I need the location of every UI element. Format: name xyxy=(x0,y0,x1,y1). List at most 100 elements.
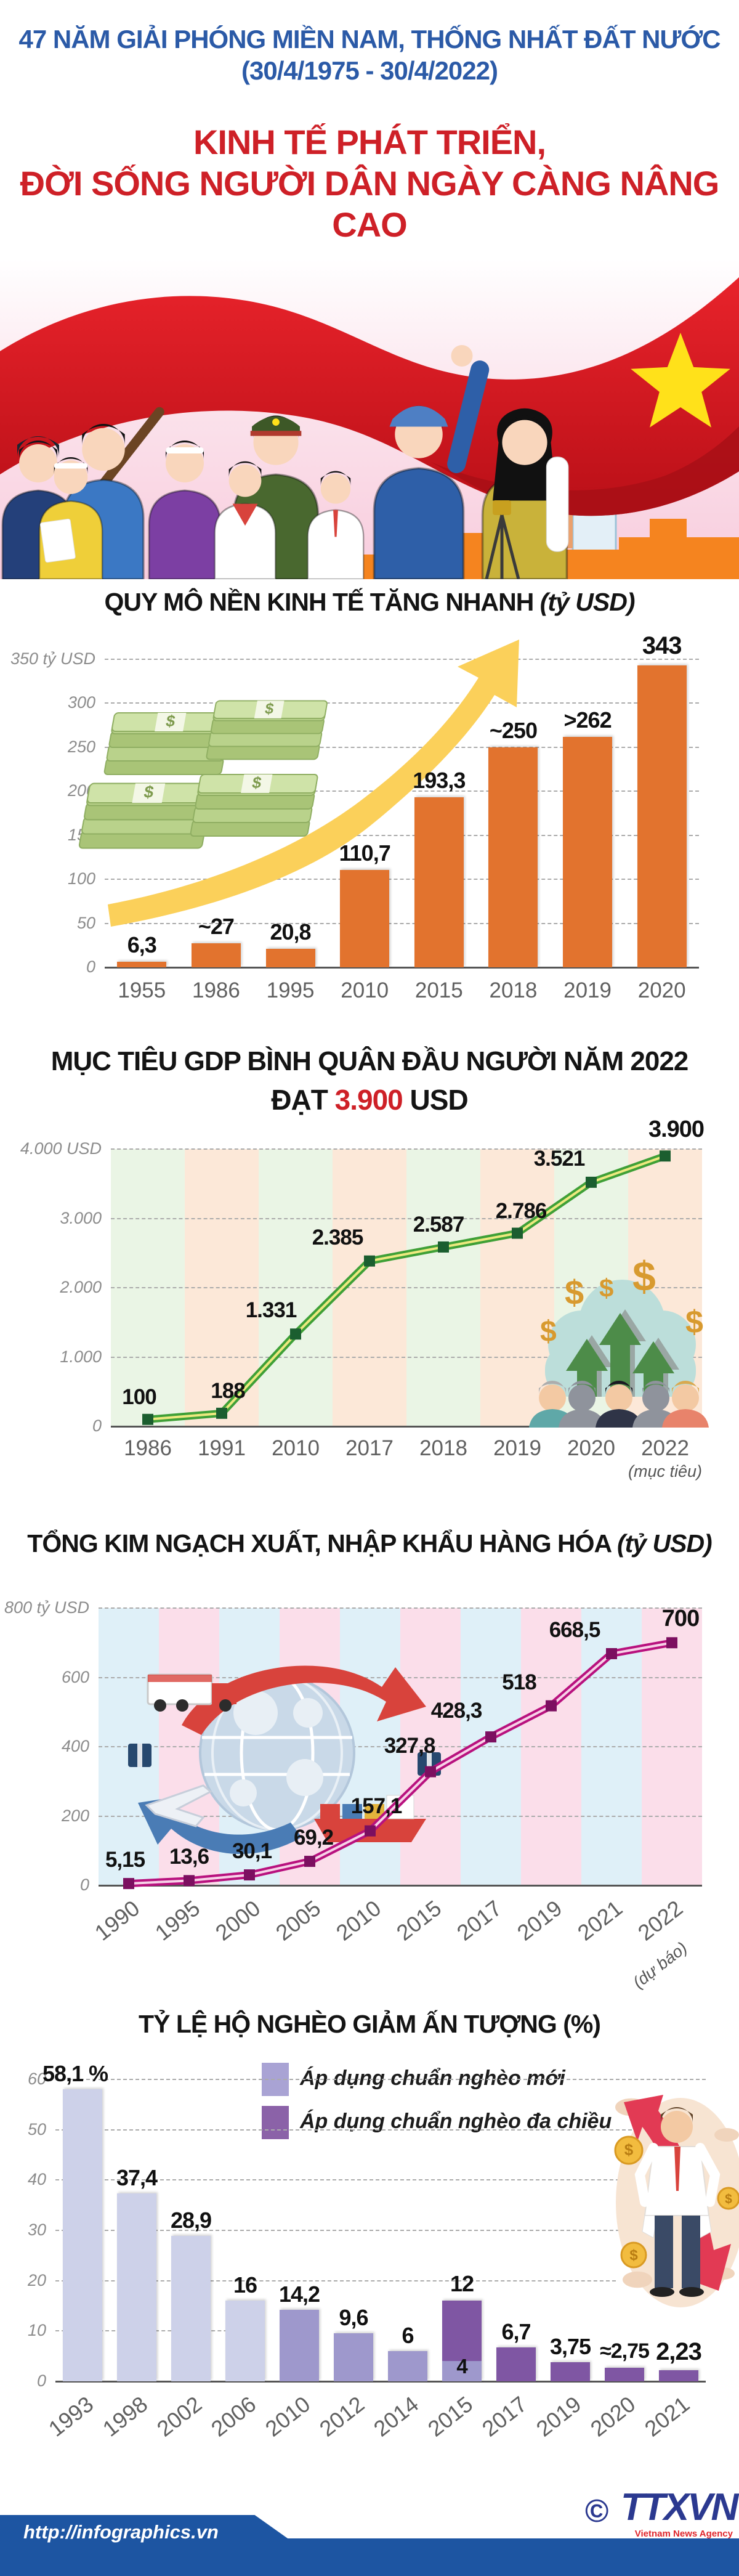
bar xyxy=(551,2362,590,2381)
money-stacks-icon: $ $ $ $ xyxy=(78,700,328,849)
coin-icon xyxy=(620,2241,647,2269)
bar xyxy=(563,736,613,967)
point-value-label: 518 xyxy=(502,1670,536,1694)
data-point-marker xyxy=(606,1648,617,1659)
bar-value-label: >262 xyxy=(563,707,612,733)
bar xyxy=(388,2351,427,2381)
x-axis-label: 1986 xyxy=(124,1436,172,1460)
gridline xyxy=(111,1148,702,1150)
header-kicker-line2: (30/4/1975 - 30/4/2022) xyxy=(241,55,498,85)
chart4-plot: 0 10 20 30 40 50 60 $ $ $58,1 % 1993 37,4 1998 28,9 20… xyxy=(0,1996,739,2477)
bar-value-label: ≈2,75 xyxy=(600,2339,650,2363)
chart-gdp-per-capita: MỤC TIÊU GDP BÌNH QUÂN ĐẦU NGƯỜI NĂM 202… xyxy=(0,1035,739,1516)
bar xyxy=(488,747,538,967)
chart3-plot: 0 200 400 600 800 tỷ USD 5,15 13,6 30,1 69,2 157,… xyxy=(0,1516,739,1996)
gridline xyxy=(105,922,699,924)
data-point-marker xyxy=(290,1328,301,1340)
y-axis-label: 600 xyxy=(61,1667,89,1686)
point-value-label: 2.385 xyxy=(312,1225,364,1249)
svg-text:$: $ xyxy=(725,2192,732,2206)
bar xyxy=(191,943,241,967)
bar-stacked-top xyxy=(442,2301,482,2362)
y-axis-label: 250 xyxy=(67,737,95,756)
chart-economy-size: QUY MÔ NỀN KINH TẾ TĂNG NHANH (tỷ USD) 0… xyxy=(0,579,739,1035)
x-axis-line xyxy=(55,2381,706,2383)
header-kicker-line1: 47 NĂM GIẢI PHÓNG MIỀN NAM, THỐNG NHẤT Đ… xyxy=(18,25,721,54)
point-value-label: 69,2 xyxy=(293,1826,334,1850)
bar-value-label: 9,6 xyxy=(339,2304,368,2330)
y-axis-label: 300 xyxy=(67,693,95,712)
chart4-title: TỶ LỆ HỘ NGHÈO GIẢM ẤN TƯỢNG (%) xyxy=(139,2010,601,2038)
svg-text:$: $ xyxy=(629,2247,638,2264)
bar-value-label: 6 xyxy=(402,2323,414,2348)
bar-value-label: 14,2 xyxy=(278,2281,320,2307)
flag-star-icon xyxy=(631,333,730,428)
footer-url[interactable]: http://infographics.vn xyxy=(23,2521,219,2543)
person-icon xyxy=(214,461,277,579)
line-series xyxy=(123,1637,677,1890)
chart1-title-unit: (tỷ USD) xyxy=(539,588,636,616)
plane-icon xyxy=(145,1784,212,1827)
point-value-label: 188 xyxy=(211,1378,245,1403)
x-axis-line xyxy=(99,1885,702,1887)
y-axis-label: 50 xyxy=(76,913,95,932)
y-axis-label: 50 xyxy=(27,2119,46,2139)
data-point-marker xyxy=(304,1856,315,1867)
x-axis-label: 2020 xyxy=(567,1436,615,1460)
point-value-label: 5,15 xyxy=(105,1848,145,1872)
y-axis-label: 400 xyxy=(61,1737,89,1755)
gridline xyxy=(105,879,699,880)
bar xyxy=(280,2310,319,2381)
chart2-title-highlight: 3.900 xyxy=(334,1084,403,1116)
y-axis-label: 100 xyxy=(67,869,95,888)
chart1-title: QUY MÔ NỀN KINH TẾ TĂNG NHANH (tỷ USD) xyxy=(0,588,739,617)
x-axis-label: 1955 xyxy=(118,978,166,1002)
data-point-marker xyxy=(546,1700,557,1712)
chart3-title-unit: (tỷ USD) xyxy=(616,1529,713,1558)
footer-band xyxy=(0,2538,739,2576)
y-axis-label: 0 xyxy=(79,1875,89,1894)
point-value-label: 30,1 xyxy=(232,1839,272,1864)
y-axis-label: 0 xyxy=(36,2371,46,2390)
point-value-label: 13,6 xyxy=(169,1845,209,1869)
x-axis-label: 2010 xyxy=(272,1436,320,1460)
bar-value-label: 37,4 xyxy=(116,2164,158,2190)
y-axis-label: 800 tỷ USD xyxy=(4,1598,89,1617)
data-point-marker xyxy=(123,1878,134,1890)
chart-import-export: TỔNG KIM NGẠCH XUẤT, NHẬP KHẨU HÀNG HÓA … xyxy=(0,1516,739,1996)
y-axis-label: 60 xyxy=(27,2070,46,2088)
point-value-label: 157,1 xyxy=(350,1794,403,1818)
chart2-title-prefix: ĐẠT xyxy=(271,1084,335,1116)
data-point-marker xyxy=(425,1766,436,1778)
bar xyxy=(659,2370,698,2381)
gridline xyxy=(105,659,699,660)
bar-stacked-bottom xyxy=(442,2361,482,2381)
bar-value-label: 6,3 xyxy=(127,932,157,957)
gridline xyxy=(55,2079,706,2080)
x-axis-label: 2017 xyxy=(345,1436,394,1460)
bar-value-label: 20,8 xyxy=(270,919,312,945)
page-title-line2: ĐỜI SỐNG NGƯỜI DÂN NGÀY CÀNG NÂNG CAO xyxy=(20,163,720,244)
point-value-label: 700 xyxy=(661,1606,700,1632)
stacked-bottom-label: 4 xyxy=(456,2355,467,2378)
bar-value-label: 193,3 xyxy=(413,767,466,793)
gridline xyxy=(55,2280,616,2281)
x-axis-line xyxy=(111,1426,702,1428)
y-axis-label: 10 xyxy=(27,2321,46,2340)
gridline xyxy=(105,702,699,704)
bar-value-label: 28,9 xyxy=(170,2207,212,2233)
ttxvn-logo-subtitle: Vietnam News Agency xyxy=(634,2529,733,2539)
line-series xyxy=(142,1150,671,1425)
bar-value-label: 343 xyxy=(642,632,682,659)
x-axis-label: 2010 xyxy=(341,978,389,1002)
coin-icon xyxy=(614,2135,644,2165)
bar xyxy=(637,665,687,967)
x-axis-label: 2019 xyxy=(493,1436,541,1460)
y-axis-label: 40 xyxy=(27,2170,46,2189)
point-value-label: 2.587 xyxy=(413,1212,465,1237)
hero-illustration xyxy=(0,259,739,579)
x-axis-label: 1991 xyxy=(198,1436,246,1460)
data-point-marker xyxy=(184,1875,195,1887)
bar xyxy=(605,2367,644,2381)
